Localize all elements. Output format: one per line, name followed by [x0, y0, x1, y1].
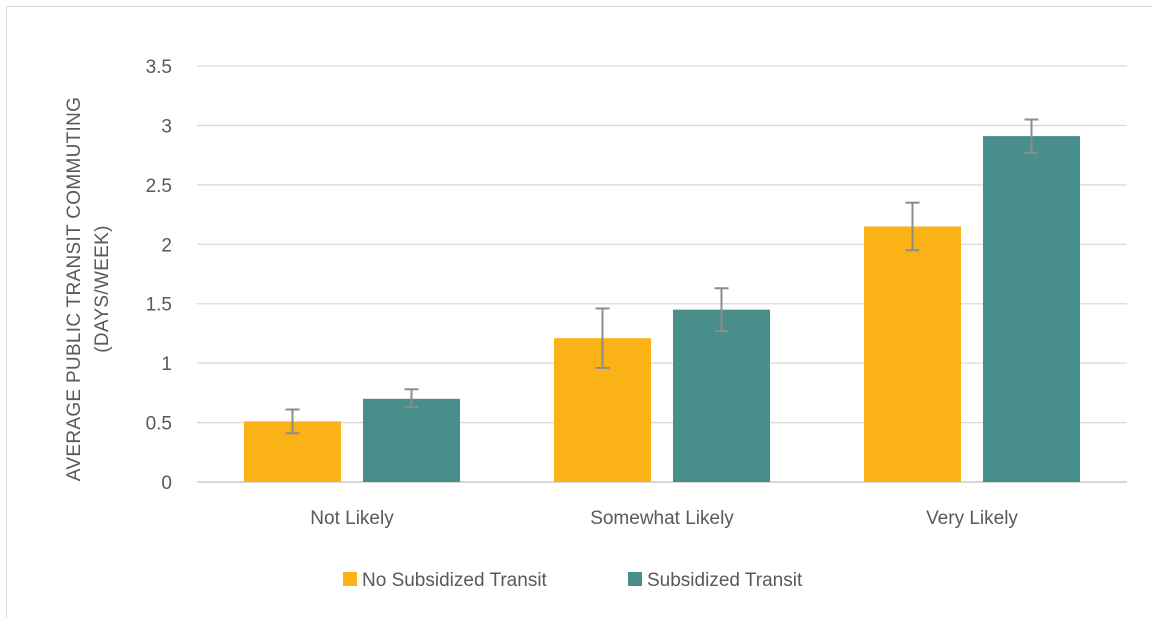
legend-swatch — [628, 572, 642, 586]
y-axis-title-line: AVERAGE PUBLIC TRANSIT COMMUTING — [64, 97, 85, 481]
y-tick-label: 1.5 — [146, 295, 172, 316]
x-tick-label: Very Likely — [926, 508, 1018, 529]
legend-label: No Subsidized Transit — [362, 570, 548, 591]
y-tick-label: 0 — [161, 473, 172, 494]
bar — [363, 398, 460, 482]
bar — [864, 226, 961, 482]
x-tick-label: Not Likely — [310, 508, 394, 529]
y-axis-title-line: (DAYS/WEEK) — [92, 225, 113, 353]
gridlines — [197, 65, 1127, 483]
bar — [673, 309, 770, 482]
y-axis-title: AVERAGE PUBLIC TRANSIT COMMUTING (DAYS/WE… — [64, 97, 113, 481]
bars — [244, 136, 1080, 482]
legend-swatch — [343, 572, 357, 586]
legend: No Subsidized Transit Subsidized Transit — [343, 570, 803, 591]
legend-label: Subsidized Transit — [647, 570, 803, 591]
y-tick-label: 3.5 — [146, 57, 172, 78]
y-axis-ticks: 0 0.5 1 1.5 2 2.5 3 3.5 — [146, 57, 172, 494]
y-tick-label: 2 — [161, 235, 172, 256]
y-tick-label: 1 — [161, 354, 172, 375]
y-tick-label: 2.5 — [146, 176, 172, 197]
x-tick-label: Somewhat Likely — [590, 508, 734, 529]
error-bars — [285, 118, 1039, 435]
y-tick-label: 0.5 — [146, 414, 172, 435]
bar — [983, 136, 1080, 482]
y-tick-label: 3 — [161, 116, 172, 137]
chart-frame — [6, 6, 1152, 618]
x-axis-ticks: Not Likely Somewhat Likely Very Likely — [310, 508, 1018, 529]
